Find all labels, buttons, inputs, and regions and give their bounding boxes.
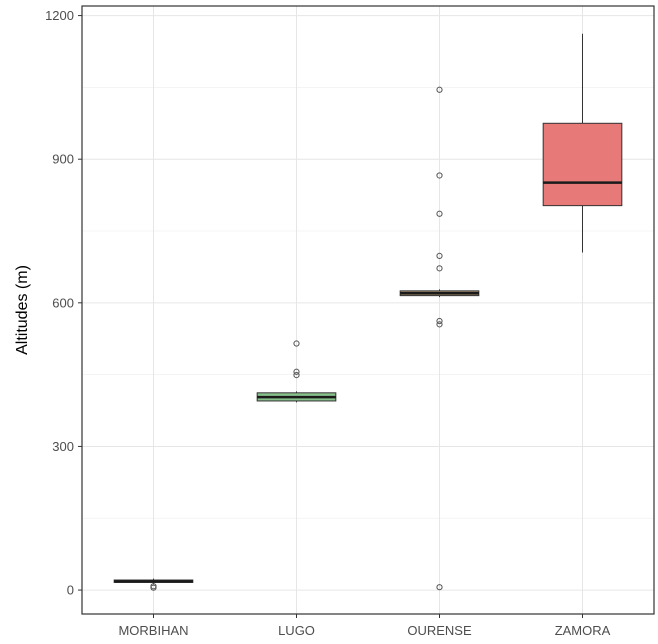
plot-panel-border bbox=[81, 5, 655, 615]
outlier-point bbox=[436, 252, 443, 260]
outlier-point bbox=[436, 317, 443, 325]
outlier-point bbox=[293, 372, 300, 379]
x-axis-ticks: MORBIHAN LUGO OURENSE ZAMORA bbox=[118, 614, 611, 638]
outlier-point bbox=[436, 321, 443, 328]
outlier-point bbox=[150, 583, 157, 590]
box-body bbox=[542, 122, 623, 207]
outlier-point bbox=[293, 368, 300, 375]
box-ourense bbox=[399, 86, 480, 591]
x-tick-label: ZAMORA bbox=[555, 623, 611, 638]
box-series bbox=[113, 33, 623, 591]
box-zamora bbox=[542, 33, 623, 253]
outlier-point bbox=[436, 210, 443, 217]
box-lugo bbox=[256, 340, 337, 403]
y-axis-title: Altitudes (m) bbox=[14, 265, 31, 355]
outlier-point bbox=[436, 172, 443, 179]
x-tick-label: OURENSE bbox=[407, 623, 472, 638]
y-tick-label: 300 bbox=[52, 439, 74, 454]
outlier-point bbox=[293, 340, 300, 347]
y-tick-label: 0 bbox=[67, 583, 74, 598]
outlier-point bbox=[436, 584, 443, 591]
minor-gridlines bbox=[82, 86, 654, 519]
outlier-point bbox=[436, 86, 443, 93]
y-tick-label: 900 bbox=[52, 152, 74, 167]
outlier-point bbox=[436, 265, 443, 272]
y-axis-ticks: 0 300 600 900 1200 bbox=[45, 8, 82, 598]
y-tick-label: 600 bbox=[52, 295, 74, 310]
x-tick-label: MORBIHAN bbox=[118, 623, 188, 638]
x-tick-label: LUGO bbox=[278, 623, 315, 638]
major-gridlines bbox=[82, 6, 654, 614]
box-morbihan bbox=[113, 578, 194, 591]
y-tick-label: 1200 bbox=[45, 8, 74, 23]
